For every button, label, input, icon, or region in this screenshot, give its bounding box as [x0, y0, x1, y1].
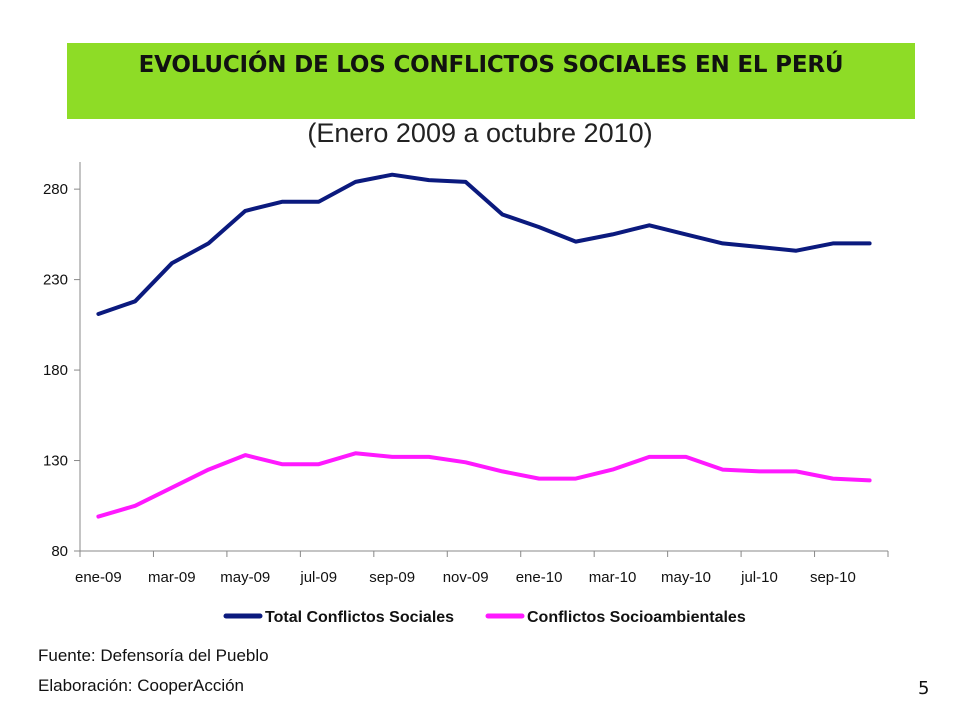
socioambientales-line — [96, 451, 872, 519]
credit-note: Elaboración: CooperAcción — [38, 676, 245, 695]
legend-label: Total Conflictos Sociales — [265, 609, 454, 626]
y-tick-label: 180 — [43, 362, 68, 379]
x-tick-label: sep-09 — [369, 569, 415, 586]
line-chart: 80 130 180 230 280 ene-09 mar-09 may-09 jul-09 se… — [43, 162, 889, 626]
slide-title: EVOLUCIÓN DE LOS CONFLICTOS SOCIALES EN … — [138, 52, 844, 78]
x-tick-label: mar-10 — [589, 569, 637, 586]
x-tick-label: ene-10 — [516, 569, 563, 586]
legend-label: Conflictos Socioambientales — [527, 609, 746, 626]
total-conflictos-line — [96, 172, 872, 316]
x-tick-label: may-09 — [220, 569, 270, 586]
y-tick-label: 280 — [43, 181, 68, 198]
x-tick-label: mar-09 — [148, 569, 196, 586]
x-tick-label: sep-10 — [810, 569, 856, 586]
x-tick-label: may-10 — [661, 569, 711, 586]
page-number: 5 — [918, 678, 930, 699]
title-bar: EVOLUCIÓN DE LOS CONFLICTOS SOCIALES EN … — [67, 43, 915, 119]
x-tick-label: ene-09 — [75, 569, 122, 586]
x-tick-label: jul-10 — [740, 569, 778, 586]
x-tick-label: nov-09 — [443, 569, 489, 586]
y-tick-label: 230 — [43, 272, 68, 289]
y-tick-label: 80 — [51, 543, 68, 560]
chart-subtitle: (Enero 2009 a octubre 2010) — [307, 118, 653, 148]
y-tick-label: 130 — [43, 453, 68, 470]
x-tick-label: jul-09 — [299, 569, 337, 586]
source-note: Fuente: Defensoría del Pueblo — [38, 646, 269, 665]
